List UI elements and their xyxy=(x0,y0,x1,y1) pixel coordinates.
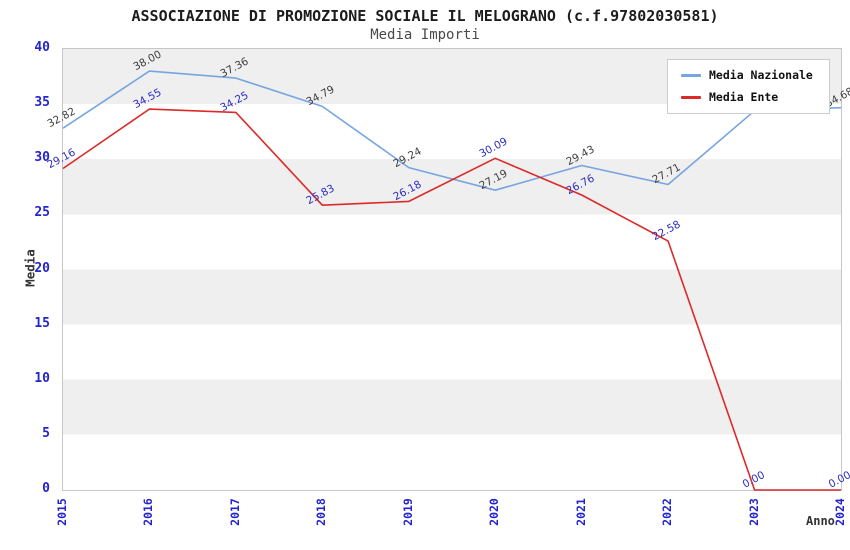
x-tick-label: 2017 xyxy=(227,498,242,526)
x-tick-label: 2021 xyxy=(573,498,588,526)
chart-title: ASSOCIAZIONE DI PROMOZIONE SOCIALE IL ME… xyxy=(131,7,719,25)
data-label-media-nazionale: 29.43 xyxy=(564,142,597,168)
x-tick-label: 2019 xyxy=(400,498,415,526)
data-label-media-nazionale: 27.71 xyxy=(650,161,683,187)
data-label-media-ente: 34.25 xyxy=(218,89,251,115)
series-line-media-nazionale xyxy=(62,70,842,191)
line-plot xyxy=(62,70,842,491)
data-label-media-ente: 0.00 xyxy=(740,469,767,491)
y-tick-label: 40 xyxy=(34,40,50,55)
y-tick-label: 20 xyxy=(34,260,50,276)
plot-area: 32.82 38.00 37.36 34.79 29.24 27.19 29.43 27.71… xyxy=(45,48,850,491)
point-labels-layer: 32.82 38.00 37.36 34.79 29.24 27.19 29.43 27.71… xyxy=(45,48,850,491)
x-tick-label: 2016 xyxy=(141,498,156,526)
x-tick-label: 2022 xyxy=(660,498,675,526)
x-tick-label: 2023 xyxy=(746,498,761,526)
data-label-media-nazionale: 37.36 xyxy=(218,55,251,81)
y-tick-label: 10 xyxy=(34,370,50,386)
data-label-media-nazionale: 38.00 xyxy=(131,48,165,74)
data-label-media-ente: 0.00 xyxy=(826,469,850,491)
data-label-media-ente: 30.09 xyxy=(477,135,510,161)
data-label-media-ente: 25.83 xyxy=(304,182,337,208)
data-label-media-ente: 26.18 xyxy=(391,178,424,204)
legend: Media Nazionale Media Ente xyxy=(667,59,830,114)
y-tick-label: 5 xyxy=(42,425,50,441)
x-axis-title: Anno xyxy=(806,514,835,528)
legend-label-media-nazionale: Media Nazionale xyxy=(709,68,813,82)
x-tick-label: 2020 xyxy=(487,498,502,526)
legend-item-media-ente: Media Ente xyxy=(681,90,829,104)
data-label-media-nazionale: 29.24 xyxy=(391,145,424,170)
x-tick-label: 2018 xyxy=(314,498,329,526)
data-label-media-ente: 26.76 xyxy=(564,172,597,198)
data-label-media-ente: 34.55 xyxy=(131,86,165,112)
y-axis-ticks: 0 5 10 15 20 25 30 35 40 xyxy=(0,40,56,496)
y-tick-label: 25 xyxy=(34,205,50,221)
legend-swatch-media-nazionale-icon xyxy=(681,73,701,77)
legend-label-media-ente: Media Ente xyxy=(709,90,779,104)
x-tick-label: 2024 xyxy=(833,498,847,526)
data-label-media-ente: 22.58 xyxy=(650,218,683,244)
data-label-media-nazionale: 27.19 xyxy=(477,167,510,193)
y-tick-label: 15 xyxy=(34,315,50,331)
y-tick-label: 0 xyxy=(42,481,50,496)
legend-item-media-nazionale: Media Nazionale xyxy=(681,68,829,82)
data-label-media-nazionale: 34.79 xyxy=(304,83,337,109)
x-tick-label: 2015 xyxy=(55,498,69,526)
y-tick-label: 35 xyxy=(34,95,50,111)
legend-swatch-media-ente-icon xyxy=(681,95,701,99)
chart-subtitle: Media Importi xyxy=(370,27,480,43)
y-tick-label: 30 xyxy=(34,150,50,166)
series-line-media-ente xyxy=(62,108,841,491)
